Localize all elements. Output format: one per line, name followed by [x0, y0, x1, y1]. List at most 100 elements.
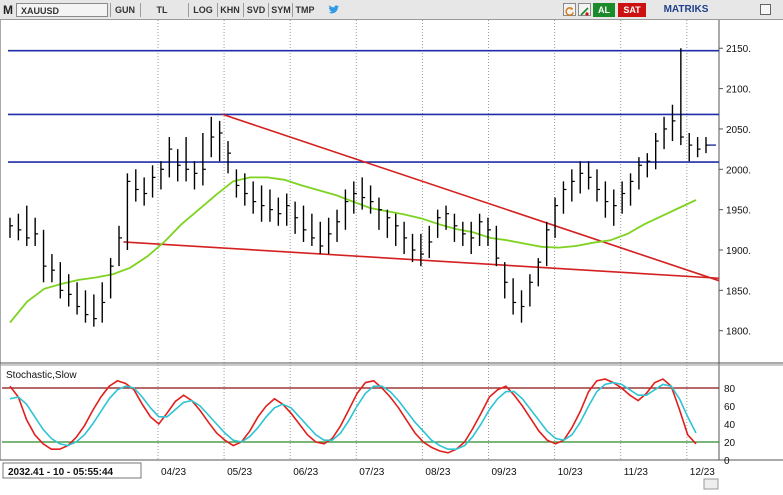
- stochastic-tick-label: 80: [724, 384, 736, 395]
- symbol-field[interactable]: XAUUSD: [16, 3, 108, 17]
- price-bar: [126, 173, 131, 251]
- date-axis: 04/23 05/23 06/23 07/23 08/23 09/23 10/23 11/23…: [161, 467, 715, 478]
- price-bar: [9, 217, 13, 238]
- price-bar: [93, 294, 97, 327]
- toolbar-separator: [292, 3, 293, 17]
- price-bar: [84, 290, 89, 323]
- stochastic-title: Stochastic,Slow: [6, 370, 77, 381]
- price-bar: [378, 197, 382, 230]
- price-bar: [621, 181, 626, 214]
- price-bar: [462, 221, 466, 246]
- price-bar: [101, 282, 106, 323]
- price-bar: [646, 153, 651, 178]
- price-bar: [495, 225, 500, 267]
- x-tick-label: 06/23: [293, 467, 318, 478]
- price-bar: [537, 258, 542, 287]
- price-bar: [487, 217, 491, 246]
- price-bar: [252, 181, 257, 214]
- stochastic-line: [9, 378, 697, 454]
- price-bar: [118, 225, 123, 267]
- price-bar: [151, 165, 156, 198]
- x-tick-label: 12/23: [690, 467, 715, 478]
- currency-button[interactable]: TL: [156, 5, 168, 15]
- refresh-icon[interactable]: [563, 3, 576, 16]
- price-bar: [260, 185, 265, 222]
- price-bar: [336, 209, 341, 242]
- price-bar: [395, 213, 399, 246]
- price-bar: [143, 177, 148, 206]
- price-bar: [235, 169, 240, 198]
- price-bar: [202, 132, 206, 186]
- price-bar: [210, 116, 215, 158]
- y-tick-label: 1900.: [726, 246, 751, 257]
- price-bar: [478, 213, 483, 246]
- price-bar: [277, 197, 282, 226]
- price-bar: [344, 189, 349, 230]
- sym-button[interactable]: SYM: [271, 5, 291, 15]
- price-bar: [386, 209, 391, 238]
- toolbar-separator: [110, 3, 111, 17]
- price-bar: [160, 161, 164, 190]
- y-tick-label: 1950.: [726, 206, 751, 217]
- price-badge-icon[interactable]: [578, 3, 591, 16]
- y-tick-label: 2100.: [726, 85, 751, 96]
- price-bar: [361, 177, 366, 210]
- price-chart: 1800. 1850. 1900. 1950. 2000. 2050. 2100. 2150.…: [0, 20, 783, 495]
- price-bar: [445, 205, 450, 230]
- price-bar: [218, 120, 223, 162]
- price-bar: [168, 137, 173, 178]
- price-bar: [193, 161, 198, 190]
- toolbar-separator: [188, 3, 189, 17]
- x-tick-label: 08/23: [425, 467, 450, 478]
- twitter-icon[interactable]: [327, 3, 340, 16]
- log-button[interactable]: LOG: [193, 5, 213, 15]
- price-bar: [51, 254, 55, 283]
- price-bar: [554, 197, 559, 238]
- price-bar: [579, 161, 584, 194]
- x-tick-label: 07/23: [359, 467, 384, 478]
- price-bar: [504, 262, 508, 299]
- price-bar: [286, 193, 290, 226]
- price-bar: [688, 132, 693, 162]
- khn-button[interactable]: KHN: [220, 5, 240, 15]
- sell-button[interactable]: SAT: [618, 3, 646, 17]
- toolbar-separator: [268, 3, 269, 17]
- price-bar: [571, 169, 575, 202]
- x-tick-label: 10/23: [558, 467, 583, 478]
- period-button[interactable]: GUN: [115, 5, 135, 15]
- stochastic-tick-label: 60: [724, 402, 736, 413]
- price-bar: [403, 221, 408, 255]
- price-bar: [42, 229, 47, 283]
- price-bar: [663, 116, 668, 150]
- price-bar: [302, 205, 307, 242]
- price-bar: [59, 262, 64, 299]
- scroll-handle[interactable]: [703, 478, 719, 490]
- price-bar: [244, 173, 248, 206]
- y-tick-label: 2000.: [726, 165, 751, 176]
- price-bar: [109, 258, 114, 299]
- stochastic-tick-label: 40: [724, 420, 736, 431]
- price-bar: [311, 213, 315, 246]
- price-bar: [411, 233, 416, 263]
- x-tick-label: 11/23: [624, 467, 649, 478]
- stochastic-axis: 0 20 40 60 80: [724, 384, 736, 467]
- tmp-button[interactable]: TMP: [295, 5, 315, 15]
- price-bar: [185, 137, 190, 182]
- price-bar: [327, 217, 332, 255]
- svd-button[interactable]: SVD: [246, 5, 266, 15]
- buy-button[interactable]: AL: [593, 3, 615, 17]
- price-bar: [696, 137, 701, 158]
- price-bar: [512, 278, 517, 315]
- maximize-icon[interactable]: [760, 4, 771, 15]
- price-bar: [269, 189, 273, 222]
- price-bar: [587, 161, 592, 190]
- toolbar-separator: [243, 3, 244, 17]
- chart-toolbar: M XAUUSD GUN TL LOG KHN SVD SYM TMP AL S…: [0, 0, 783, 20]
- price-bar: [654, 132, 659, 170]
- app-logo: M: [3, 3, 13, 17]
- price-bar: [613, 189, 617, 226]
- price-bar: [596, 169, 600, 202]
- toolbar-separator: [140, 3, 141, 17]
- x-tick-label: 04/23: [161, 467, 186, 478]
- x-tick-label: 09/23: [492, 467, 517, 478]
